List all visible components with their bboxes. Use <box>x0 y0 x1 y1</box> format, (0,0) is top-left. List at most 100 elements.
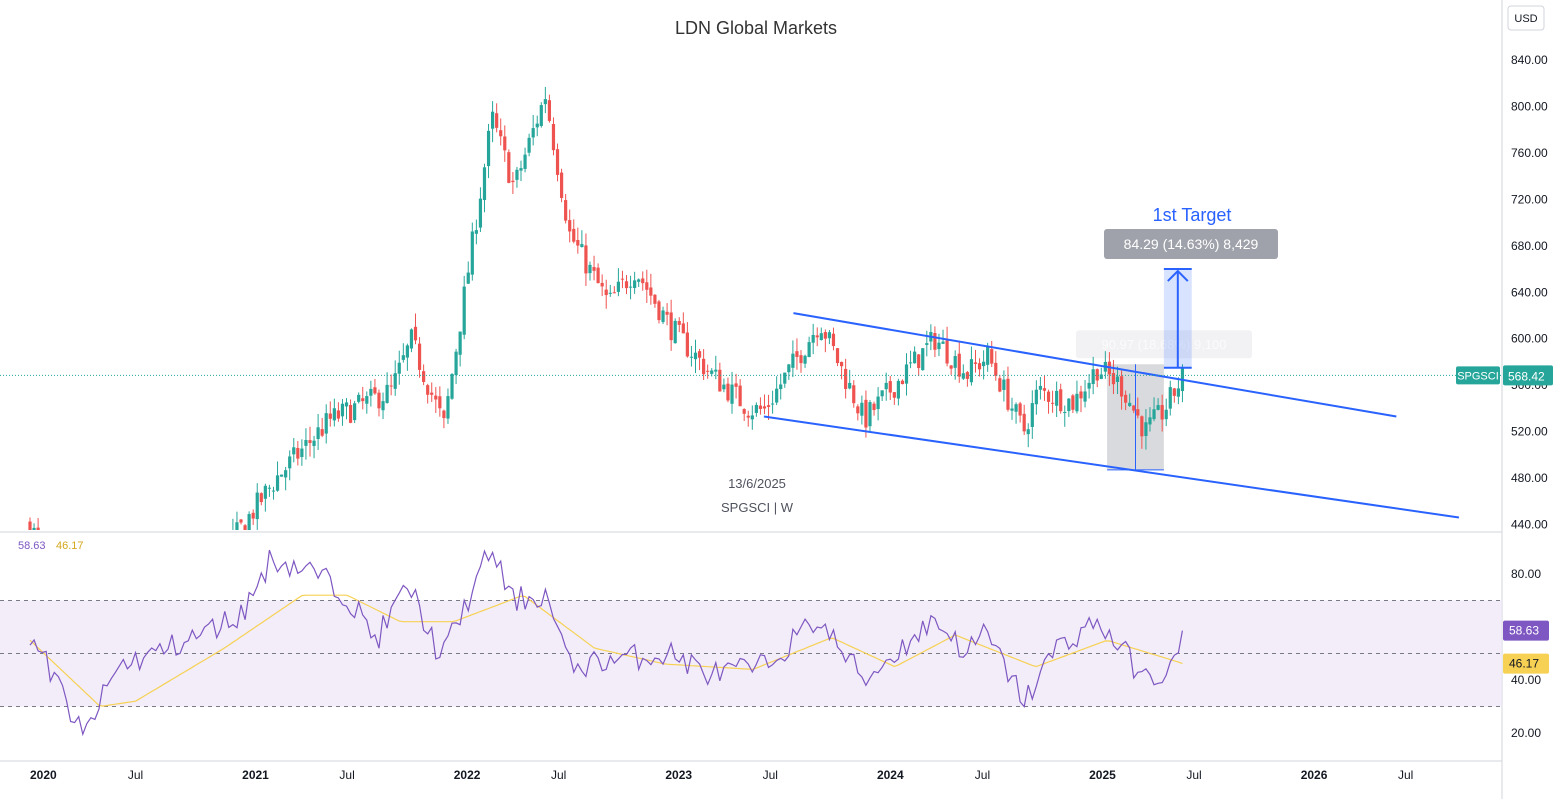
candle-body <box>645 282 649 290</box>
candle-body <box>271 490 276 492</box>
candle-body <box>633 280 637 289</box>
candle-body <box>933 332 937 350</box>
candle-body <box>450 374 454 399</box>
candle-body <box>320 429 324 436</box>
candle-body <box>486 130 491 167</box>
candle-body <box>685 332 689 357</box>
candle-body <box>892 392 896 398</box>
candle-body <box>385 384 389 403</box>
candle-body <box>1059 389 1063 412</box>
currency-badge[interactable]: USD <box>1507 5 1545 31</box>
time-tick-label: 2023 <box>665 768 692 782</box>
candle-body <box>689 356 694 358</box>
candle-body <box>426 385 430 395</box>
time-axis[interactable]: 2020 Jul 2021 Jul 2022 Jul 2023 Jul 2024 Jul 2025 J… <box>30 768 1413 782</box>
candle-body <box>600 282 604 287</box>
candle-body <box>535 123 539 128</box>
candle-body <box>304 440 308 446</box>
rsi-ma-legend-value: 46.17 <box>56 540 84 552</box>
rsi-tick-label: 80.00 <box>1511 567 1541 581</box>
price-tick-label: 800.00 <box>1511 99 1548 113</box>
date-watermark: 13/6/2025 <box>728 476 786 491</box>
candle-body <box>454 351 458 376</box>
candle-body <box>308 440 312 444</box>
candle-body <box>1079 391 1083 399</box>
candle-body <box>344 402 349 407</box>
candle-body <box>1091 369 1095 385</box>
candle-body <box>742 409 746 414</box>
candle-body <box>831 333 836 347</box>
candle-body <box>888 381 892 393</box>
candle-body <box>559 172 564 198</box>
candle-body <box>523 154 527 169</box>
candle-body <box>474 230 478 234</box>
candle-body <box>36 527 40 530</box>
candle-body <box>243 525 247 530</box>
rsi-ma-value-badge <box>1503 653 1549 674</box>
candle-body <box>722 384 726 390</box>
target-projection[interactable]: 84.29 (14.63%) 8,429 1st Target <box>1104 205 1278 369</box>
candle-body <box>738 385 742 407</box>
candle-body <box>864 399 868 428</box>
candle-body <box>1124 394 1128 403</box>
candle-body <box>815 335 819 338</box>
candle-body <box>482 167 487 201</box>
time-tick-label: Jul <box>128 768 143 782</box>
candle-body <box>637 279 641 282</box>
candle-body <box>1095 369 1099 381</box>
candle-body <box>628 286 633 288</box>
candle-body <box>369 388 373 396</box>
candle-body <box>649 287 653 296</box>
candle-body <box>653 294 657 304</box>
candle-body <box>267 487 272 489</box>
candle-body <box>961 373 965 379</box>
candle-body <box>405 345 409 358</box>
candle-body <box>357 394 361 402</box>
candle-body <box>1034 389 1038 405</box>
candle-body <box>949 365 953 369</box>
candle-body <box>592 267 596 271</box>
candle-body <box>718 369 722 392</box>
price-axis[interactable]: 440.00480.00520.00560.00600.00640.00680.… <box>1511 53 1548 532</box>
candle-body <box>413 326 418 341</box>
candle-body <box>1099 374 1103 379</box>
candle-body <box>1083 391 1087 402</box>
candle-body <box>1067 398 1071 412</box>
candle-body <box>422 371 426 382</box>
candle-body <box>401 355 405 360</box>
candle-body <box>669 312 673 341</box>
time-tick-label: Jul <box>1398 768 1413 782</box>
candle-body <box>1026 429 1030 435</box>
candle-body <box>288 456 292 469</box>
candle-body <box>279 474 284 477</box>
price-tick-label: 840.00 <box>1511 53 1548 67</box>
candle-body <box>1055 390 1059 406</box>
channel-lower-line[interactable] <box>763 415 1460 519</box>
currency-label: USD <box>1514 13 1537 25</box>
rsi-tick-label: 20.00 <box>1511 726 1541 740</box>
chart-title: LDN Global Markets <box>675 18 837 38</box>
candle-body <box>292 447 296 455</box>
candle-body <box>1160 405 1164 420</box>
candle-body <box>775 388 779 403</box>
candle-body <box>977 363 982 370</box>
channel-upper-line[interactable] <box>793 312 1397 418</box>
candle-body <box>547 100 552 121</box>
candle-body <box>730 384 734 404</box>
candle-body <box>409 329 414 349</box>
candle-body <box>324 413 328 434</box>
candle-body <box>908 362 913 364</box>
price-tick-label: 600.00 <box>1511 332 1548 346</box>
candle-body <box>336 410 341 419</box>
candle-body <box>811 334 815 343</box>
candle-body <box>758 405 763 409</box>
target-label: 84.29 (14.63%) 8,429 <box>1124 236 1259 252</box>
candle-body <box>503 136 507 151</box>
rsi-lines: 58.63 46.17 <box>29 549 1549 737</box>
price-tick-label: 520.00 <box>1511 425 1548 439</box>
candle-body <box>584 245 588 274</box>
candle-body <box>807 342 811 358</box>
descending-channel[interactable] <box>763 312 1460 519</box>
candle-body <box>750 415 754 420</box>
